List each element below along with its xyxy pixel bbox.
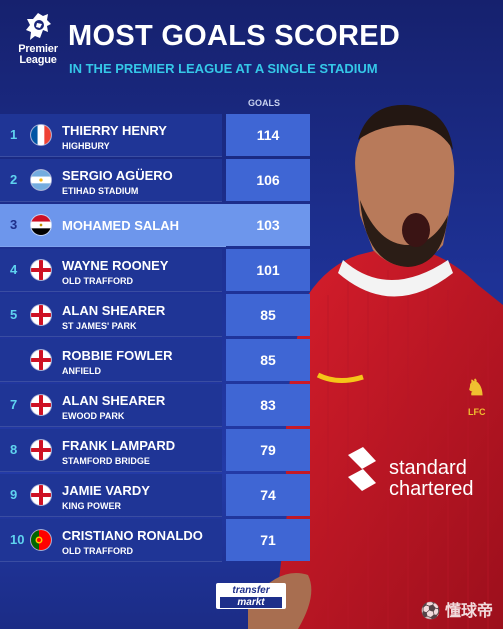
player-name: JAMIE VARDY bbox=[62, 483, 150, 498]
shirt-crest-text: LFC bbox=[468, 407, 486, 417]
england-flag-icon bbox=[31, 395, 51, 415]
player-name: WAYNE ROONEY bbox=[62, 258, 169, 273]
ranking-row: 10 CRISTIANO RONALDO OLD TRAFFORD 71 bbox=[0, 519, 310, 563]
logo-line-1: Premier bbox=[18, 43, 58, 55]
ranking-row: 7 ALAN SHEARER EWOOD PARK 83 bbox=[0, 384, 310, 428]
portugal-flag-icon bbox=[31, 530, 51, 550]
player-name: THIERRY HENRY bbox=[62, 123, 167, 138]
england-flag-icon bbox=[31, 485, 51, 505]
goals-value: 83 bbox=[226, 384, 310, 426]
row-background bbox=[0, 429, 222, 472]
stadium-name: OLD TRAFFORD bbox=[62, 276, 133, 286]
stadium-name: ST JAMES' PARK bbox=[62, 321, 137, 331]
row-rank: 2 bbox=[10, 172, 18, 187]
sponsor-logo-icon bbox=[348, 447, 376, 491]
player-name: ALAN SHEARER bbox=[62, 393, 166, 408]
goals-value: 85 bbox=[226, 294, 310, 336]
england-flag-icon bbox=[31, 260, 51, 280]
ranking-row: 2 SERGIO AGÜERO ETIHAD STADIUM 106 bbox=[0, 159, 310, 203]
page-subtitle: IN THE PREMIER LEAGUE AT A SINGLE STADIU… bbox=[69, 61, 378, 76]
sponsor-line-2: chartered bbox=[389, 478, 474, 500]
goals-value: 71 bbox=[226, 519, 310, 561]
france-flag-icon bbox=[31, 125, 51, 145]
stadium-name: OLD TRAFFORD bbox=[62, 546, 133, 556]
row-rank: 3 bbox=[10, 217, 18, 232]
goals-value: 74 bbox=[226, 474, 310, 516]
brand-line-2: markt bbox=[220, 597, 282, 608]
club-crest-icon: ♞ bbox=[466, 375, 486, 400]
goals-value: 103 bbox=[226, 204, 310, 246]
goals-value: 106 bbox=[226, 159, 310, 201]
ranking-row: 5 ALAN SHEARER ST JAMES' PARK 85 bbox=[0, 294, 310, 338]
player-name: MOHAMED SALAH bbox=[62, 218, 179, 233]
player-name: FRANK LAMPARD bbox=[62, 438, 176, 453]
ranking-row-highlighted: 3 MOHAMED SALAH 103 bbox=[0, 204, 310, 248]
brand-line-1: transfer bbox=[232, 585, 270, 596]
ranking-row: 9 JAMIE VARDY KING POWER 74 bbox=[0, 474, 310, 518]
row-rank: 9 bbox=[10, 487, 18, 502]
ranking-row: 1 THIERRY HENRY HIGHBURY 114 bbox=[0, 114, 310, 158]
ranking-row: ROBBIE FOWLER ANFIELD 85 bbox=[0, 339, 310, 383]
watermark-icon: ⚽ bbox=[420, 603, 441, 620]
row-rank: 1 bbox=[10, 127, 18, 142]
page-title: MOST GOALS SCORED bbox=[68, 20, 401, 52]
row-rank: 5 bbox=[10, 307, 18, 322]
ranking-row: 8 FRANK LAMPARD STAMFORD BRIDGE 79 bbox=[0, 429, 310, 473]
lion-crest-icon bbox=[26, 13, 51, 40]
goals-column-header: GOALS bbox=[248, 98, 281, 108]
sponsor-line-1: standard bbox=[389, 457, 467, 479]
stadium-name: ANFIELD bbox=[62, 366, 101, 376]
goals-value: 114 bbox=[226, 114, 310, 156]
goals-value: 101 bbox=[226, 249, 310, 291]
argentina-flag-icon bbox=[31, 170, 51, 190]
egypt-flag-icon bbox=[31, 215, 51, 235]
england-flag-icon bbox=[31, 305, 51, 325]
watermark-text: 懂球帝 bbox=[444, 603, 493, 620]
stadium-name: ETIHAD STADIUM bbox=[62, 186, 139, 196]
row-rank: 7 bbox=[10, 397, 18, 412]
england-flag-icon bbox=[31, 440, 51, 460]
ranking-row: 4 WAYNE ROONEY OLD TRAFFORD 101 bbox=[0, 249, 310, 293]
watermark: ⚽ 懂球帝 bbox=[421, 597, 493, 621]
stadium-name: EWOOD PARK bbox=[62, 411, 125, 421]
premier-league-logo: Premier League bbox=[10, 10, 66, 66]
stadium-name: KING POWER bbox=[62, 501, 122, 511]
player-name: ALAN SHEARER bbox=[62, 303, 166, 318]
stadium-name: STAMFORD BRIDGE bbox=[62, 456, 150, 466]
player-photo: ♞ LFC standard chartered bbox=[248, 104, 503, 629]
stadium-name: HIGHBURY bbox=[62, 141, 110, 151]
goals-value: 79 bbox=[226, 429, 310, 471]
player-name: ROBBIE FOWLER bbox=[62, 348, 173, 363]
england-flag-icon bbox=[31, 350, 51, 370]
row-rank: 8 bbox=[10, 442, 18, 457]
player-name: SERGIO AGÜERO bbox=[62, 168, 173, 183]
transfermarkt-logo: transfer markt bbox=[216, 583, 286, 609]
row-rank: 10 bbox=[10, 532, 25, 547]
row-rank: 4 bbox=[10, 262, 18, 277]
logo-line-2: League bbox=[19, 54, 57, 66]
goals-value: 85 bbox=[226, 339, 310, 381]
player-name: CRISTIANO RONALDO bbox=[62, 528, 203, 543]
